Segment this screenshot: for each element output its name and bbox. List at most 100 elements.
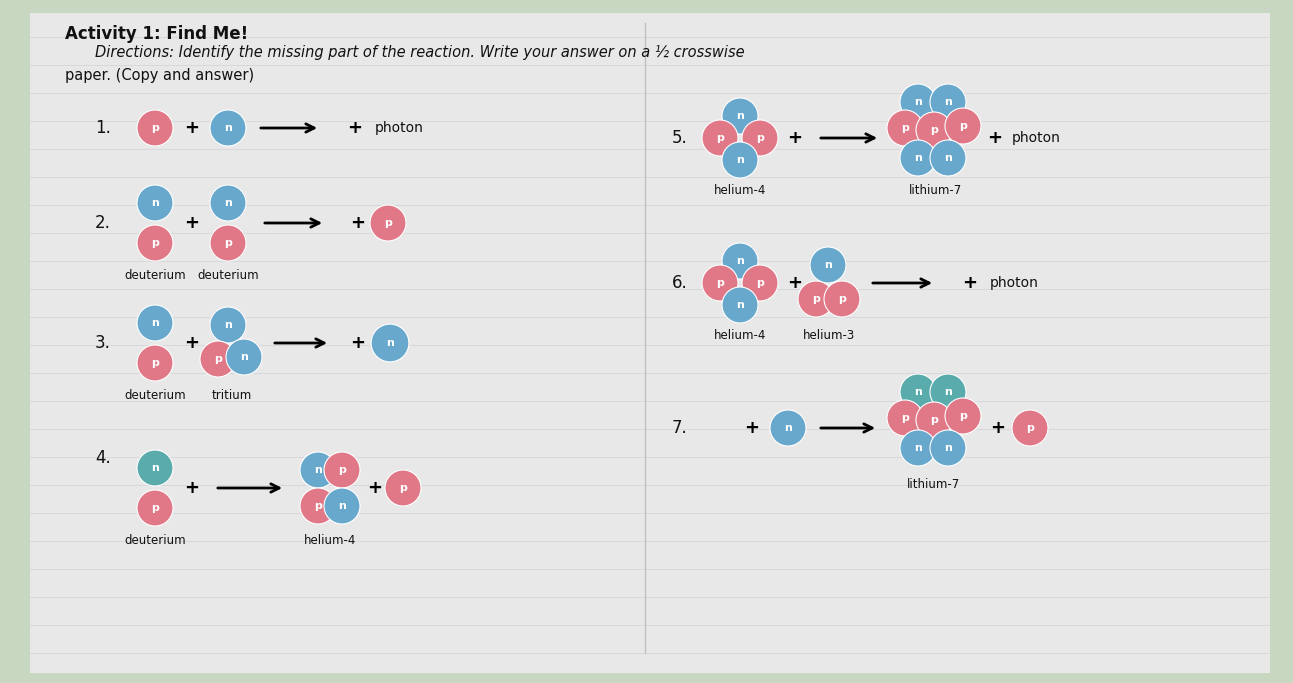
Circle shape [930,430,966,466]
Circle shape [742,120,778,156]
Circle shape [325,452,359,488]
Text: p: p [151,358,159,368]
Text: n: n [914,97,922,107]
Text: deuterium: deuterium [124,534,186,547]
Circle shape [702,120,738,156]
Text: Activity 1: Find Me!: Activity 1: Find Me! [65,25,248,43]
Circle shape [824,281,860,317]
Circle shape [137,185,173,221]
Circle shape [771,410,806,446]
Text: deuterium: deuterium [198,269,259,282]
Text: p: p [151,503,159,513]
Text: n: n [151,318,159,328]
Text: n: n [736,300,743,310]
Circle shape [137,225,173,261]
Text: n: n [944,153,952,163]
Circle shape [137,305,173,341]
Circle shape [945,108,981,144]
Text: n: n [944,443,952,453]
Circle shape [137,490,173,526]
Text: deuterium: deuterium [124,269,186,282]
Circle shape [915,112,952,148]
Circle shape [371,324,409,362]
Text: +: + [185,479,199,497]
Circle shape [887,400,923,436]
Text: p: p [838,294,846,304]
Text: +: + [990,419,1006,437]
Text: photon: photon [1012,131,1060,145]
Text: helium-4: helium-4 [714,329,767,342]
Text: +: + [745,419,759,437]
Text: +: + [787,274,803,292]
Text: n: n [784,423,791,433]
Text: p: p [959,411,967,421]
Text: 2.: 2. [94,214,111,232]
Text: +: + [350,214,366,232]
Circle shape [226,339,262,375]
Text: n: n [736,111,743,121]
Text: n: n [337,501,347,511]
Text: helium-3: helium-3 [803,329,855,342]
Text: photon: photon [990,276,1038,290]
Text: lithium-7: lithium-7 [908,478,961,491]
Text: +: + [185,214,199,232]
Circle shape [900,374,936,410]
Circle shape [209,185,246,221]
Text: p: p [901,413,909,423]
Text: n: n [736,256,743,266]
Text: Directions: Identify the missing part of the reaction. Write your answer on a ½ : Directions: Identify the missing part of… [94,45,745,60]
Text: n: n [151,198,159,208]
Circle shape [930,374,966,410]
Text: p: p [1027,423,1034,433]
Text: p: p [314,501,322,511]
Circle shape [370,205,406,241]
Circle shape [900,84,936,120]
Circle shape [945,398,981,434]
Text: +: + [988,129,1002,147]
Text: n: n [387,338,394,348]
Circle shape [915,402,952,438]
Circle shape [721,287,758,323]
Text: p: p [901,123,909,133]
Circle shape [209,110,246,146]
Circle shape [200,341,237,377]
Text: +: + [350,334,366,352]
Text: n: n [224,320,231,330]
Circle shape [930,84,966,120]
Circle shape [887,110,923,146]
Text: n: n [240,352,248,362]
Text: n: n [224,123,231,133]
Text: +: + [348,119,362,137]
Circle shape [930,140,966,176]
Circle shape [137,450,173,486]
Text: +: + [185,119,199,137]
Circle shape [702,265,738,301]
Circle shape [209,307,246,343]
Text: n: n [824,260,831,270]
Circle shape [721,243,758,279]
Text: +: + [962,274,978,292]
Circle shape [137,110,173,146]
Text: n: n [224,198,231,208]
Circle shape [721,142,758,178]
Text: n: n [944,387,952,397]
Circle shape [385,470,422,506]
Circle shape [721,98,758,134]
Circle shape [809,247,846,283]
Text: p: p [400,483,407,493]
Text: n: n [914,153,922,163]
Text: p: p [151,238,159,248]
Text: paper. (Copy and answer): paper. (Copy and answer) [65,68,255,83]
Text: +: + [367,479,383,497]
Text: 3.: 3. [94,334,111,352]
Text: n: n [736,155,743,165]
Text: 4.: 4. [94,449,111,467]
Text: helium-4: helium-4 [304,534,356,547]
Text: n: n [151,463,159,473]
Circle shape [137,345,173,381]
Text: n: n [914,443,922,453]
Text: p: p [930,125,937,135]
Text: n: n [944,97,952,107]
Text: p: p [224,238,231,248]
Text: n: n [914,387,922,397]
